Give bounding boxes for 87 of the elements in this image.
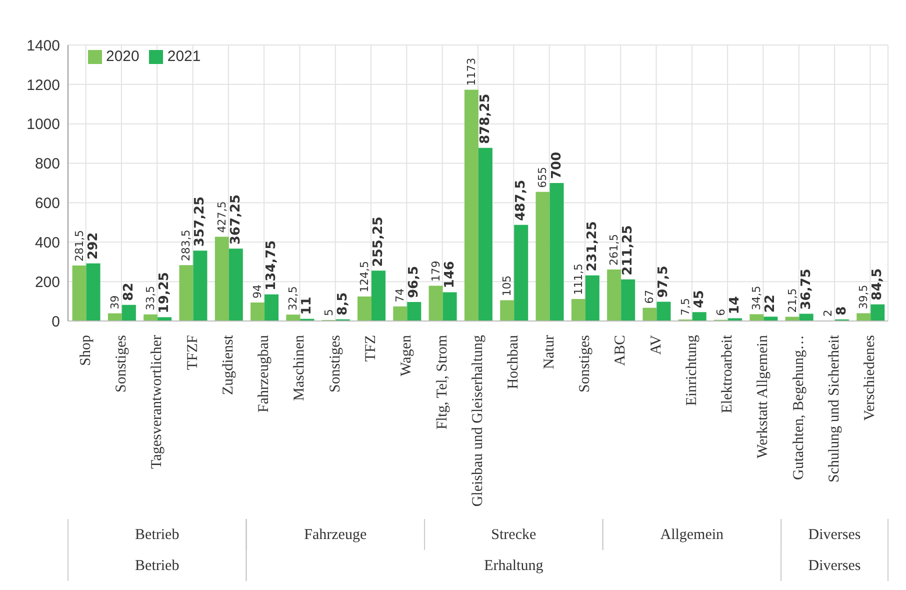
x-tick-label: Natur (541, 335, 558, 370)
y-tick-label: 1000 (26, 116, 60, 134)
text: Betrieb (135, 558, 180, 574)
data-label: 8,5 (335, 292, 350, 316)
data-label: 1173 (464, 58, 478, 86)
x-tick-label: TFZF (184, 335, 201, 370)
y-tick-label: 1200 (26, 76, 60, 94)
data-label: 39 (108, 295, 122, 310)
data-label: 39,5 (857, 284, 870, 310)
data-label: 32,5 (286, 286, 300, 311)
x-tick-label: Schulung und Sicherheit (826, 334, 843, 482)
text: Diverses (808, 558, 861, 574)
data-label: 231,25 (584, 221, 600, 272)
data-label: 33,5 (144, 286, 158, 310)
data-label: 5 (322, 309, 336, 316)
x-tick-label: Fahrzeugbau (256, 334, 272, 412)
data-label: 367,25 (228, 194, 244, 245)
x-tick-label: AV (648, 334, 664, 355)
x-tick-label: Wagen (398, 334, 415, 376)
data-label: 7,5 (678, 298, 692, 316)
x-tick-label: Tagesverantwortlicher (149, 335, 166, 469)
data-label: 36,75 (798, 268, 814, 310)
text: Strecke (491, 527, 536, 543)
x-tick-label: Sonstiges (576, 334, 593, 393)
data-label: 255,25 (370, 216, 386, 267)
text: Betrieb (135, 527, 180, 543)
legend-label: 2020 (106, 48, 140, 65)
x-tick-label: Werkstatt Allgemein (755, 334, 772, 458)
x-tick-label: Shop (78, 335, 94, 366)
data-label: 97,5 (656, 266, 672, 298)
data-label: 19,25 (157, 272, 172, 314)
x-tick-label: ABC (612, 335, 629, 366)
y-tick-label: 1400 (26, 37, 60, 54)
data-label: 105 (500, 275, 514, 296)
data-label: 211,25 (620, 225, 636, 276)
x-tick-label: Elektroarbeit (720, 334, 736, 414)
y-tick-label: 0 (52, 313, 60, 330)
x-tick-label: Gleisbau und Gleiserhaltung (470, 334, 486, 507)
data-label: 2 (821, 310, 834, 317)
text: Erhaltung (484, 558, 544, 574)
data-label: 261,5 (608, 234, 621, 266)
data-label: 134,75 (264, 240, 280, 290)
data-label: 6 (714, 308, 728, 316)
x-tick-label: Sonstiges (113, 334, 130, 393)
x-tick-label: Fltg, Tel, Strom (434, 334, 450, 430)
x-tick-label: Maschinen (292, 334, 308, 401)
data-label: 74 (394, 288, 407, 302)
data-label: 427,5 (215, 201, 228, 233)
data-label: 655 (536, 166, 550, 188)
x-tick-label: Hochbau (506, 334, 522, 390)
data-label: 878,25 (478, 94, 493, 144)
data-label: 22 (763, 294, 778, 313)
text: Fahrzeuge (304, 527, 367, 543)
data-label: 292 (86, 232, 101, 260)
x-tick-label: Einrichtung (684, 334, 700, 406)
x-tick-label: TFZ (363, 335, 380, 362)
y-tick-label: 400 (34, 234, 60, 252)
data-label: 283,5 (180, 230, 193, 262)
data-label: 357,25 (192, 196, 208, 247)
x-tick-label: Verschiedenes (862, 334, 878, 421)
data-label: 487,5 (514, 180, 529, 221)
data-label: 14 (728, 296, 743, 314)
data-label: 124,5 (358, 260, 371, 292)
data-label: 146 (442, 261, 458, 288)
data-label: 34,5 (750, 286, 764, 310)
y-tick-label: 800 (34, 156, 60, 173)
data-label: 700 (549, 152, 564, 179)
data-label: 21,5 (786, 288, 799, 313)
data-label: 84,5 (870, 268, 886, 300)
text: Allgemein (660, 527, 724, 543)
data-label: 94 (251, 284, 264, 298)
data-label: 45 (692, 290, 707, 308)
x-tick-label: Gutachten, Begehung… (790, 335, 807, 480)
y-tick-label: 200 (34, 274, 60, 291)
data-label: 96,5 (406, 266, 422, 298)
text: Diverses (808, 527, 861, 543)
y-tick-label: 600 (34, 195, 60, 212)
data-label: 82 (121, 282, 136, 301)
data-label: 11 (300, 296, 315, 315)
data-label: 179 (429, 260, 442, 282)
legend-label: 2021 (167, 48, 201, 65)
data-label: 8 (834, 306, 850, 316)
data-label: 111,5 (572, 264, 585, 296)
x-tick-label: Sonstiges (327, 334, 344, 393)
data-label: 67 (643, 290, 656, 304)
x-tick-label: Zugdienst (220, 334, 236, 395)
data-label: 281,5 (72, 230, 86, 262)
